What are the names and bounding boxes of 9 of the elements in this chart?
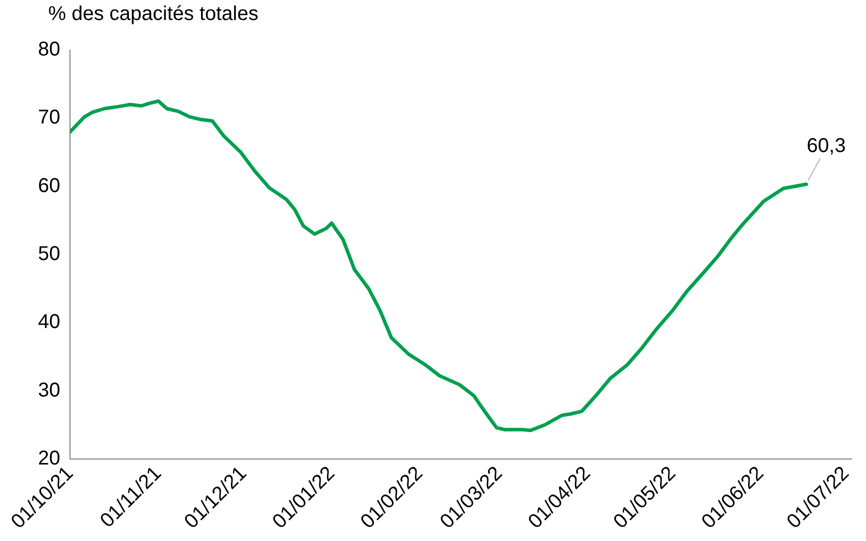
y-tick-label: 20 bbox=[38, 447, 60, 470]
y-tick-label: 70 bbox=[38, 106, 60, 129]
y-tick-label: 30 bbox=[38, 379, 60, 402]
y-tick-label: 80 bbox=[38, 38, 60, 61]
annotation: 60,3 bbox=[806, 134, 846, 157]
y-tick-label: 60 bbox=[38, 174, 60, 197]
y-axis-title: % des capacités totales bbox=[48, 3, 258, 25]
y-tick-label: 50 bbox=[38, 243, 60, 266]
y-tick-label: 40 bbox=[38, 311, 60, 334]
